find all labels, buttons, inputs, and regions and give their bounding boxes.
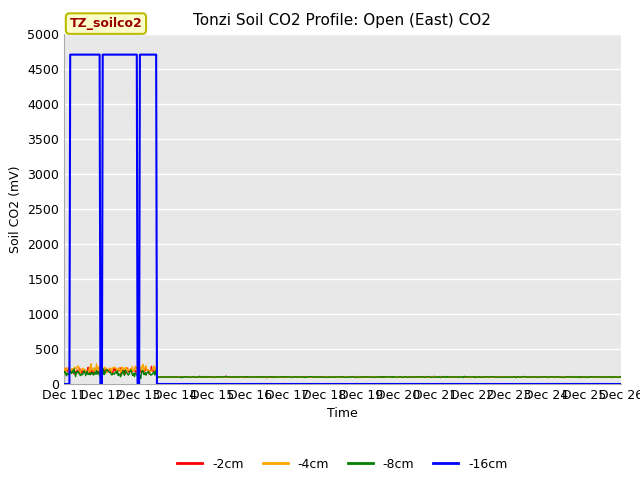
Text: TZ_soilco2: TZ_soilco2 (70, 17, 142, 30)
Title: Tonzi Soil CO2 Profile: Open (East) CO2: Tonzi Soil CO2 Profile: Open (East) CO2 (193, 13, 492, 28)
X-axis label: Time: Time (327, 408, 358, 420)
Y-axis label: Soil CO2 (mV): Soil CO2 (mV) (8, 165, 22, 252)
Legend: -2cm, -4cm, -8cm, -16cm: -2cm, -4cm, -8cm, -16cm (172, 453, 513, 476)
